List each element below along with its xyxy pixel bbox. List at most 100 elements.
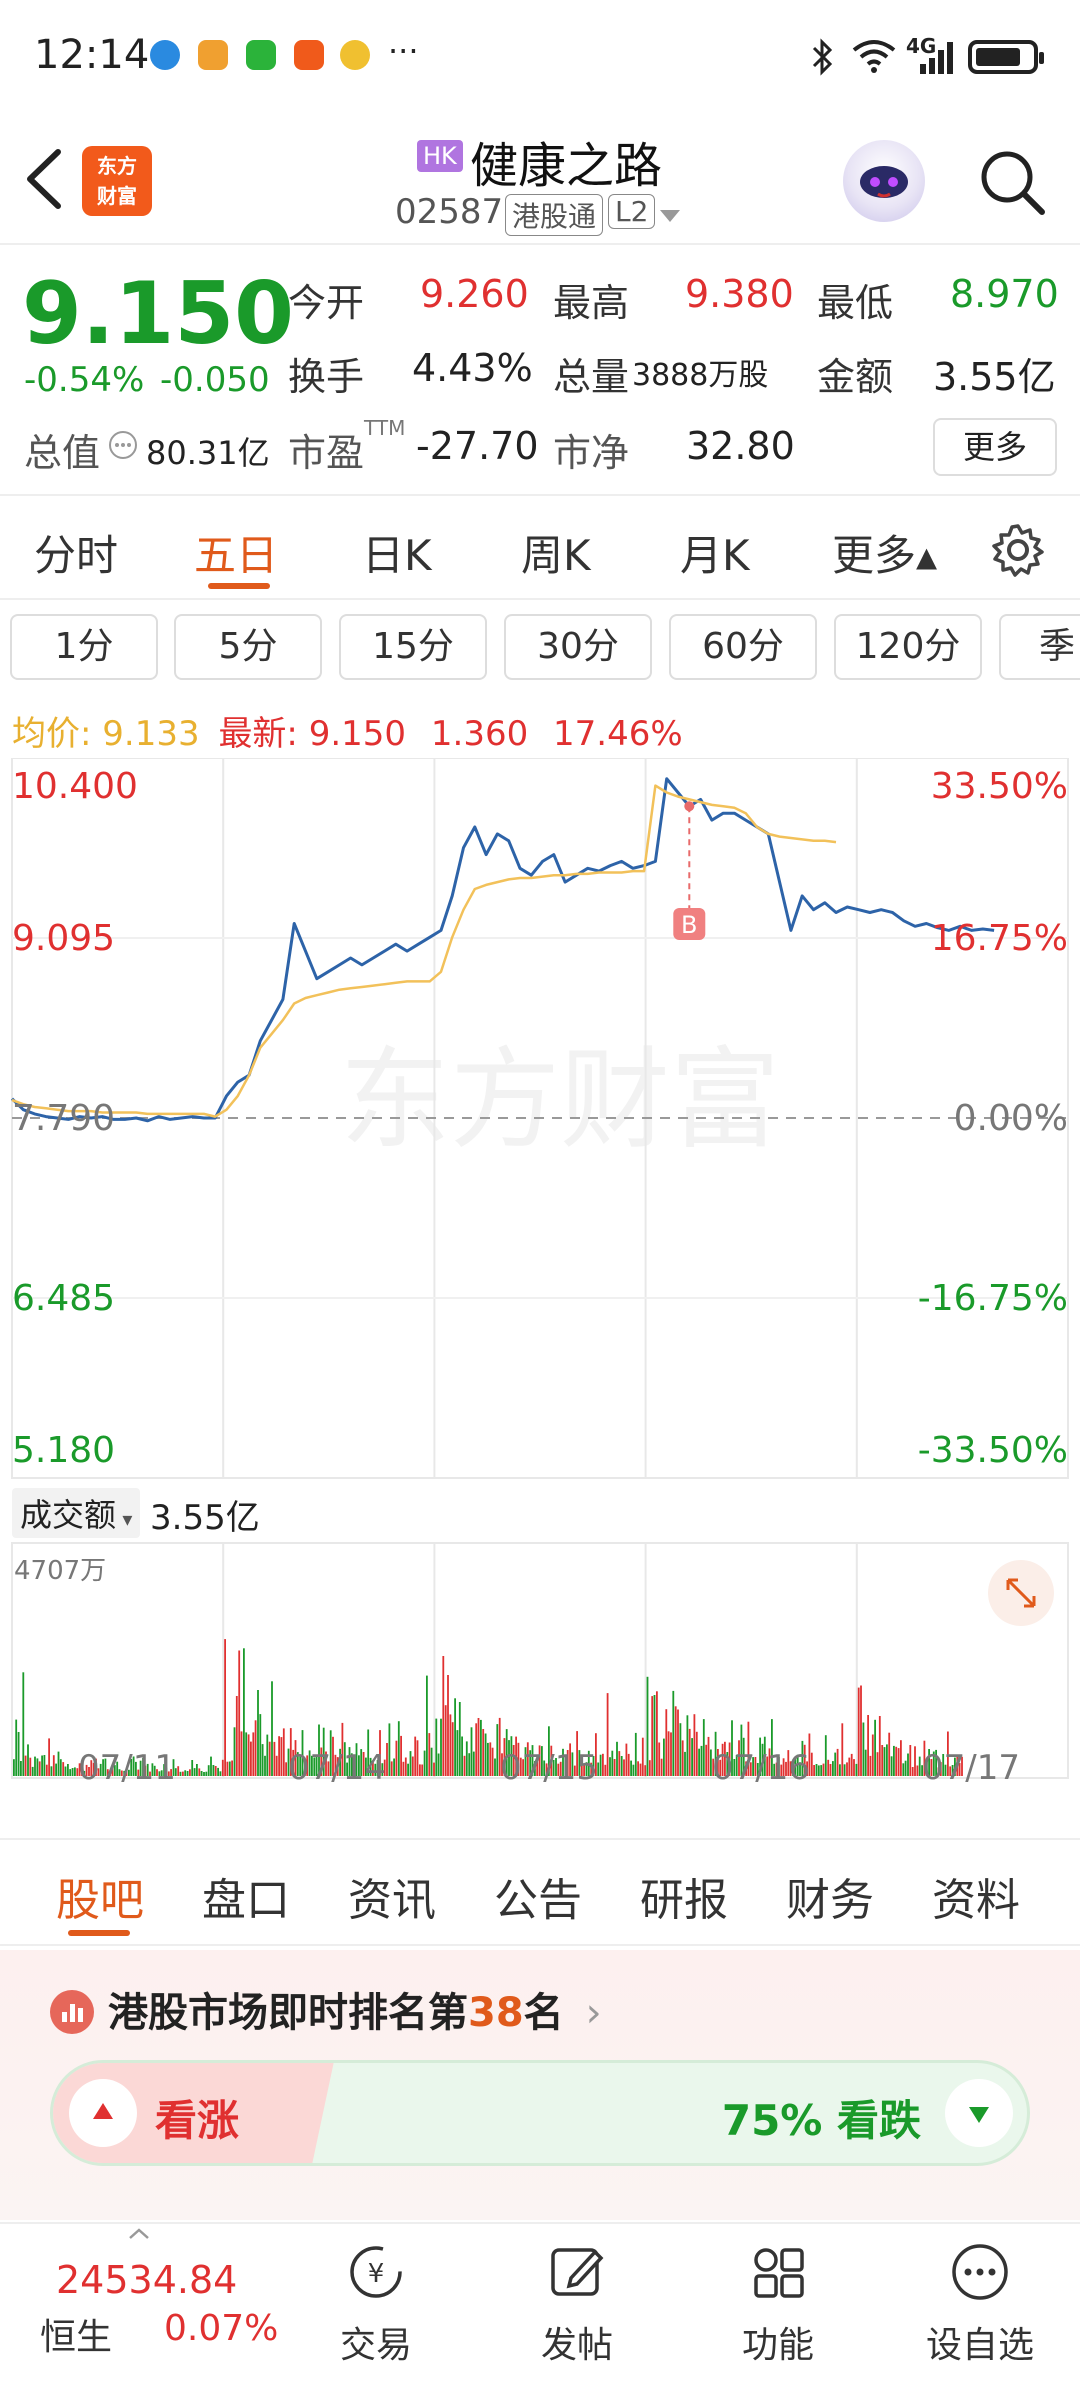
volume-bar xyxy=(125,1769,128,1776)
index-ticker[interactable]: 24534.84 恒生 0.07% xyxy=(0,2224,300,2400)
tab-daily-k[interactable]: 日K xyxy=(362,531,432,580)
high-label: 最高 xyxy=(553,281,630,325)
logo-text: 财富 xyxy=(97,184,137,208)
volume-bar xyxy=(383,1759,386,1776)
vote-down-label[interactable]: 75% 看跌 xyxy=(721,2096,921,2145)
vote-down-button[interactable] xyxy=(945,2079,1013,2147)
vote-up-button[interactable] xyxy=(69,2079,137,2147)
mktcap-value: 80.31亿 xyxy=(146,434,270,472)
volume-bar xyxy=(562,1748,564,1776)
tab-announcements[interactable]: 公告 xyxy=(494,1875,582,1926)
tab-news[interactable]: 资讯 xyxy=(348,1875,436,1926)
volume-total: 3.55亿 xyxy=(150,1498,260,1538)
index-change: 0.07% xyxy=(164,2308,279,2349)
volume-bar xyxy=(827,1759,830,1776)
tab-more[interactable]: 更多▴ xyxy=(832,531,938,580)
volume-bar xyxy=(172,1759,175,1776)
volume-bar xyxy=(592,1756,595,1776)
wifi-icon xyxy=(852,40,896,73)
volume-bar xyxy=(482,1729,485,1776)
tab-monthly-k[interactable]: 月K xyxy=(680,531,750,580)
volume-bar xyxy=(545,1763,548,1776)
interval-15min[interactable]: 15分 xyxy=(339,614,487,680)
interval-5min[interactable]: 5分 xyxy=(174,614,322,680)
latest-value: 9.150 xyxy=(308,714,407,754)
volume-selector[interactable]: 成交额 ▾ xyxy=(12,1488,141,1538)
amount-value: 3.55亿 xyxy=(933,355,1056,399)
vote-up-label[interactable]: 看涨 xyxy=(155,2096,240,2145)
interval-30min[interactable]: 30分 xyxy=(504,614,652,680)
volume-bar xyxy=(31,1766,34,1776)
tab-research[interactable]: 研报 xyxy=(640,1875,728,1926)
volume-bar xyxy=(261,1744,264,1776)
gear-icon[interactable] xyxy=(990,522,1046,578)
volume-bar xyxy=(538,1745,541,1776)
volume-bar xyxy=(174,1768,177,1776)
volume-bar xyxy=(165,1767,168,1776)
back-icon[interactable] xyxy=(22,148,66,210)
volume-bar xyxy=(217,1767,219,1776)
volume-bar xyxy=(569,1743,571,1776)
tab-orderbook[interactable]: 盘口 xyxy=(202,1875,290,1926)
volume-bar xyxy=(475,1723,478,1776)
info-icon[interactable] xyxy=(108,430,138,460)
volume-bar xyxy=(801,1740,804,1776)
volume-bar xyxy=(428,1733,431,1776)
volume-bar xyxy=(20,1761,22,1776)
volume-bar xyxy=(850,1753,853,1776)
stock-name[interactable]: 健康之路 xyxy=(470,138,663,194)
volume-bar xyxy=(627,1753,630,1776)
tab-weekly-k[interactable]: 周K xyxy=(521,531,591,580)
volume-bar xyxy=(158,1771,161,1776)
low-value: 8.970 xyxy=(950,272,1059,316)
volume-bar xyxy=(430,1747,433,1776)
chevron-down-icon[interactable] xyxy=(658,208,682,224)
volume-bar xyxy=(257,1690,259,1776)
nav-functions[interactable]: 功能 xyxy=(708,2242,848,2368)
price-chart-svg[interactable]: 东方财富 B xyxy=(0,758,1080,1798)
volume-bar xyxy=(243,1648,245,1776)
volume-bar xyxy=(911,1767,914,1776)
level-tag: L2 xyxy=(608,194,656,229)
volume-bar xyxy=(921,1765,923,1776)
volume-bar xyxy=(120,1770,123,1776)
tab-five-day[interactable]: 五日 xyxy=(194,531,279,580)
signal-icon xyxy=(920,42,953,74)
nav-watchlist[interactable]: 设自选 xyxy=(910,2242,1050,2368)
volume-bar xyxy=(480,1719,482,1776)
volume-bar xyxy=(472,1751,475,1776)
tab-forum[interactable]: 股吧 xyxy=(56,1875,144,1926)
volume-bar xyxy=(824,1735,827,1776)
interval-120min[interactable]: 120分 xyxy=(834,614,982,680)
volume-bar xyxy=(22,1672,25,1776)
interval-60min[interactable]: 60分 xyxy=(669,614,817,680)
assistant-robot-icon[interactable] xyxy=(843,140,925,222)
tab-financials[interactable]: 财务 xyxy=(786,1875,874,1926)
app-notification-icon xyxy=(294,40,324,70)
ranking-link[interactable]: 港股市场即时排名第38名 › xyxy=(108,1980,602,2038)
volume-bar xyxy=(712,1758,715,1776)
volume-bar xyxy=(271,1681,273,1776)
nav-trade[interactable]: ¥ 交易 xyxy=(306,2242,446,2368)
volume-bar xyxy=(773,1763,776,1776)
search-icon[interactable] xyxy=(976,146,1048,218)
volume-bar xyxy=(573,1765,576,1776)
tab-profile[interactable]: 资料 xyxy=(932,1875,1020,1926)
volume-bar xyxy=(836,1748,839,1776)
volume-bar xyxy=(45,1764,48,1776)
volume-bar xyxy=(698,1748,700,1776)
eastmoney-logo[interactable]: 东方 财富 xyxy=(82,146,152,216)
more-button[interactable]: 更多 xyxy=(933,418,1057,476)
volume-bar xyxy=(766,1756,769,1776)
interval-1min[interactable]: 1分 xyxy=(10,614,158,680)
tab-intraday[interactable]: 分时 xyxy=(34,531,119,580)
nav-post[interactable]: 发帖 xyxy=(507,2242,647,2368)
expand-chart-button[interactable] xyxy=(988,1560,1054,1626)
volume-bar xyxy=(700,1745,703,1776)
volume-bar xyxy=(684,1751,686,1776)
volume-bar xyxy=(928,1749,930,1776)
five-day-chart[interactable]: 东方财富 B 10.400 9.095 7.790 6.485 5.180 33… xyxy=(0,758,1080,1798)
interval-quarter[interactable]: 季 xyxy=(999,614,1080,680)
volume-bar xyxy=(871,1734,874,1776)
volume-bar xyxy=(855,1763,858,1776)
